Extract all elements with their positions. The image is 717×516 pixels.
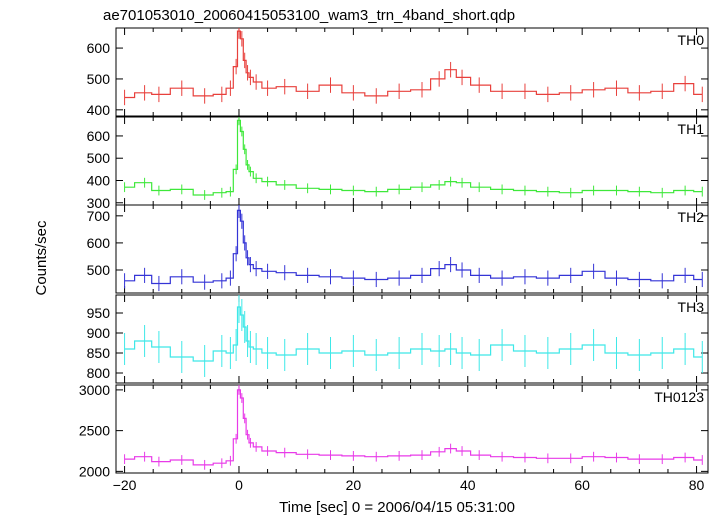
x-tick-label: 20 [346,477,362,493]
series-line-th0123 [124,389,703,466]
panel-th3: 800 850 900 950 TH3 [87,294,709,384]
panel-frame [115,27,709,117]
series-line-th2 [124,209,703,285]
y-axis-label: Counts/sec [33,220,50,296]
chart-title: ae701053010_20060415053100_wam3_trn_4ban… [103,7,515,24]
x-tick-label: 0 [235,477,243,493]
y-tick-label: 400 [87,102,111,118]
y-tick-label: 800 [87,365,111,381]
y-tick-label: 600 [87,235,111,251]
y-tick-label: 3000 [79,382,110,398]
y-tick-label: 2500 [79,423,110,439]
panel-frame [115,294,709,384]
series-line-th1 [124,119,703,196]
y-tick-label: 700 [87,208,111,224]
series-line-th3 [124,306,703,362]
y-tick-label: 600 [87,40,111,56]
y-tick-label: 600 [87,128,111,144]
panel-frame [115,384,709,474]
y-tick-label: 500 [87,262,111,278]
y-tick-label: 500 [87,150,111,166]
y-tick-label: 850 [87,345,111,361]
x-tick-label: 60 [574,477,590,493]
y-tick-label: 900 [87,325,111,341]
x-tick-label: −20 [113,477,137,493]
panel-th2: 500 600 700 TH2 [87,204,709,294]
x-tick-label: 40 [460,477,476,493]
x-axis-label: Time [sec] 0 = 2006/04/15 05:31:00 [279,499,515,516]
panel-label-th3: TH3 [678,299,705,315]
panel-label-th0123: TH0123 [654,389,704,405]
y-tick-label: 2000 [79,463,110,479]
y-tick-label: 400 [87,172,111,188]
panel-th0: 400 500 600 TH0 [87,27,709,118]
y-tick-label: 950 [87,305,111,321]
series-line-th0 [124,30,703,99]
panel-label-th1: TH1 [678,121,705,137]
y-tick-label: 300 [87,195,111,211]
panel-th1: 300 400 500 600 TH1 [87,116,709,211]
panel-label-th2: TH2 [678,209,705,225]
x-tick-label: 80 [689,477,705,493]
y-tick-label: 500 [87,71,111,87]
panel-frame [115,204,709,294]
panel-th0123: 2000 2500 3000 TH0123 −20 0 20 40 60 80 [79,382,709,493]
panel-label-th0: TH0 [678,32,705,48]
